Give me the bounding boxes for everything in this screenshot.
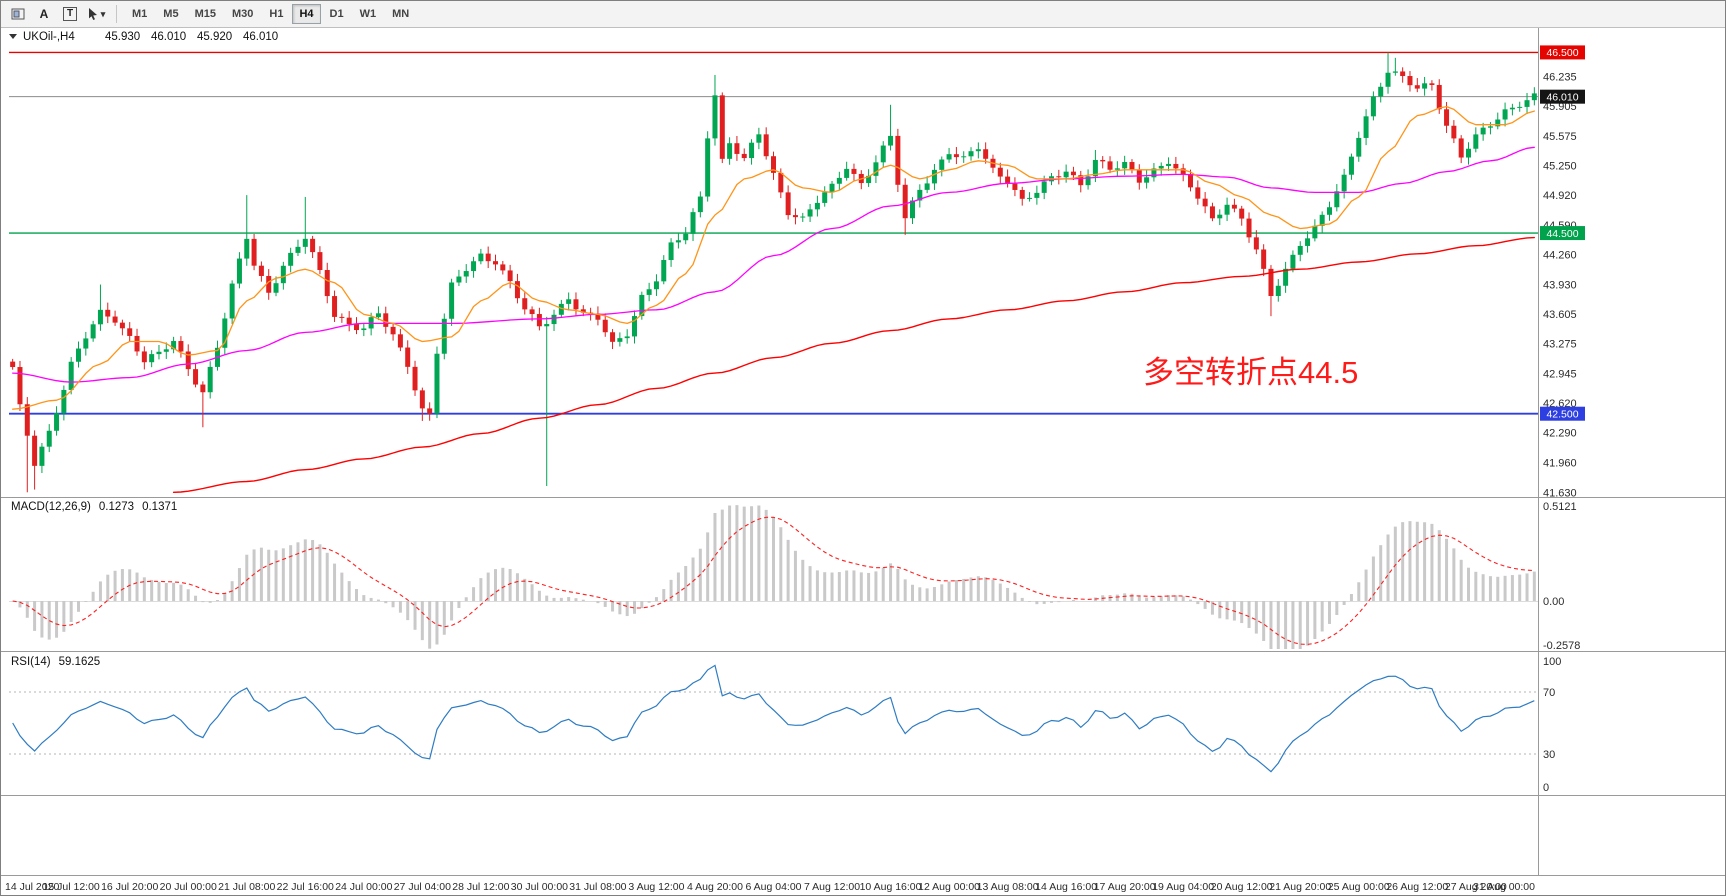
svg-text:15 Jul 12:00: 15 Jul 12:00: [43, 881, 100, 893]
text-label-tool-button[interactable]: A: [39, 7, 49, 21]
annotation-text: 多空转折点44.5: [1143, 355, 1358, 390]
svg-text:46.235: 46.235: [1543, 71, 1577, 83]
svg-text:0.00: 0.00: [1543, 596, 1564, 608]
svg-text:41.960: 41.960: [1543, 457, 1577, 469]
text-tool-button[interactable]: T: [58, 3, 82, 25]
svg-text:100: 100: [1543, 656, 1561, 668]
svg-text:20 Jul 00:00: 20 Jul 00:00: [160, 881, 217, 893]
mid-ma: [12, 146, 1535, 383]
svg-text:14 Jul 2020: 14 Jul 2020: [5, 881, 59, 893]
dropdown-caret-icon: ▾: [100, 8, 106, 19]
cursor-arrow-icon: [88, 8, 97, 20]
svg-text:46.500: 46.500: [1546, 47, 1578, 59]
svg-text:31 Jul 08:00: 31 Jul 08:00: [569, 881, 626, 893]
svg-text:46.010: 46.010: [1546, 91, 1578, 103]
timeframe-group: M1 M5 M15 M30 H1 H4 D1 W1 MN: [124, 4, 417, 24]
svg-text:0: 0: [1543, 782, 1549, 794]
svg-text:17 Aug 20:00: 17 Aug 20:00: [1094, 881, 1156, 893]
svg-text:42.945: 42.945: [1543, 369, 1577, 381]
svg-text:28 Jul 12:00: 28 Jul 12:00: [452, 881, 509, 893]
timeframe-button-m1[interactable]: M1: [132, 8, 148, 20]
toolbar: A T ▾ M1 M5 M15 M30 H1 H4 D1 W1 MN: [1, 1, 1725, 28]
svg-text:7 Aug 12:00: 7 Aug 12:00: [804, 881, 860, 893]
svg-text:45.250: 45.250: [1543, 160, 1577, 172]
chart-window-icon: [11, 8, 25, 20]
svg-text:45.575: 45.575: [1543, 131, 1577, 143]
svg-text:3 Aug 12:00: 3 Aug 12:00: [628, 881, 684, 893]
rsi-layer: [9, 664, 1538, 773]
svg-text:30: 30: [1543, 749, 1555, 761]
svg-text:27 Aug 20:00: 27 Aug 20:00: [1445, 881, 1507, 893]
svg-text:70: 70: [1543, 687, 1555, 699]
chart-ohlc-header: UKOil-,H4 45.930 46.010 45.920 46.010: [23, 31, 278, 43]
axes-layer: 46.23545.90545.57545.25044.92044.59044.2…: [5, 45, 1585, 893]
timeframe-button-h4[interactable]: H4: [292, 4, 321, 24]
timeframe-button-m5[interactable]: M5: [163, 8, 179, 20]
timeframe-button-m15[interactable]: M15: [194, 8, 216, 20]
svg-text:45.905: 45.905: [1543, 101, 1577, 113]
timeframe-button-m30[interactable]: M30: [231, 8, 254, 20]
svg-text:24 Jul 00:00: 24 Jul 00:00: [335, 881, 392, 893]
svg-text:26 Aug 12:00: 26 Aug 12:00: [1386, 881, 1448, 893]
svg-text:44.920: 44.920: [1543, 190, 1577, 202]
svg-text:42.290: 42.290: [1543, 428, 1577, 440]
svg-text:43.605: 43.605: [1543, 309, 1577, 321]
chart-window-button[interactable]: [6, 3, 30, 25]
arrow-tools-dropdown-button[interactable]: ▾: [84, 3, 108, 25]
timeframe-button-mn[interactable]: MN: [392, 8, 410, 20]
toolbar-separator: [116, 5, 117, 23]
svg-text:12 Aug 00:00: 12 Aug 00:00: [918, 881, 980, 893]
svg-text:-0.2578: -0.2578: [1543, 640, 1580, 652]
text-tool-label: T: [62, 7, 78, 21]
svg-text:4 Aug 20:00: 4 Aug 20:00: [687, 881, 743, 893]
svg-text:44.260: 44.260: [1543, 250, 1577, 262]
svg-text:21 Aug 20:00: 21 Aug 20:00: [1269, 881, 1331, 893]
slow-ma: [172, 236, 1535, 493]
rsi-label: RSI(14) 59.1625: [11, 656, 100, 668]
svg-text:42.500: 42.500: [1546, 409, 1578, 421]
svg-text:14 Aug 16:00: 14 Aug 16:00: [1035, 881, 1097, 893]
svg-text:44.500: 44.500: [1546, 228, 1578, 240]
svg-text:0.5121: 0.5121: [1543, 501, 1577, 513]
svg-text:25 Aug 00:00: 25 Aug 00:00: [1328, 881, 1390, 893]
svg-text:43.930: 43.930: [1543, 280, 1577, 292]
moving-averages-layer: [12, 105, 1535, 493]
svg-text:19 Aug 04:00: 19 Aug 04:00: [1152, 881, 1214, 893]
fast-ma: [12, 105, 1535, 410]
panel-structure: [1, 28, 1725, 876]
timeframe-button-w1[interactable]: W1: [359, 8, 377, 20]
svg-text:13 Aug 08:00: 13 Aug 08:00: [977, 881, 1039, 893]
horizontal-level-lines[interactable]: [9, 51, 1538, 415]
macd-layer: [12, 505, 1536, 649]
svg-text:10 Aug 16:00: 10 Aug 16:00: [860, 881, 922, 893]
symbol-dropdown-triangle[interactable]: [9, 34, 17, 39]
svg-text:16 Jul 20:00: 16 Jul 20:00: [101, 881, 158, 893]
svg-text:22 Jul 16:00: 22 Jul 16:00: [277, 881, 334, 893]
svg-text:30 Jul 00:00: 30 Jul 00:00: [511, 881, 568, 893]
svg-text:20 Aug 12:00: 20 Aug 12:00: [1211, 881, 1273, 893]
svg-text:21 Jul 08:00: 21 Jul 08:00: [218, 881, 275, 893]
svg-text:27 Jul 04:00: 27 Jul 04:00: [394, 881, 451, 893]
svg-text:41.630: 41.630: [1543, 487, 1577, 499]
macd-label: MACD(12,26,9) 0.1273 0.1371: [11, 501, 177, 513]
timeframe-button-d1[interactable]: D1: [329, 8, 344, 20]
candles-layer: [10, 52, 1537, 493]
timeframe-button-h1[interactable]: H1: [269, 8, 284, 20]
svg-text:31 Aug 00:00: 31 Aug 00:00: [1473, 881, 1535, 893]
svg-text:6 Aug 04:00: 6 Aug 04:00: [745, 881, 801, 893]
svg-text:43.275: 43.275: [1543, 339, 1577, 351]
